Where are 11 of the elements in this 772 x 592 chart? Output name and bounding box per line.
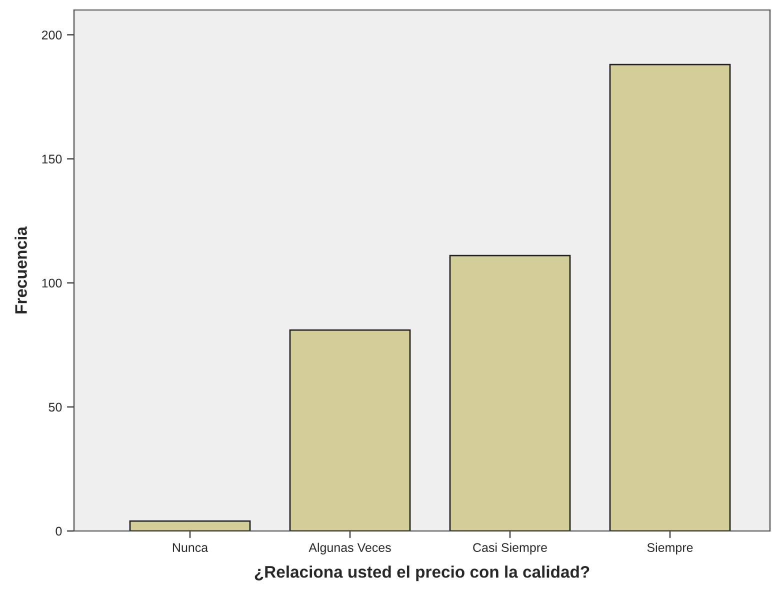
- y-tick-label: 50: [48, 402, 62, 412]
- x-tick-label: Casi Siempre: [473, 542, 547, 554]
- x-axis-title: ¿Relaciona usted el precio con la calidad?: [254, 566, 590, 582]
- x-tick-label: Algunas Veces: [308, 542, 391, 554]
- x-tick-label: Siempre: [647, 542, 693, 554]
- y-axis-title: Frecuencia: [14, 226, 27, 314]
- y-tick-label: 200: [42, 30, 62, 40]
- y-tick-label: 150: [42, 154, 62, 164]
- x-tick-label: Nunca: [172, 543, 208, 552]
- y-tick-label: 0: [56, 526, 62, 536]
- y-tick-label: 100: [42, 278, 62, 288]
